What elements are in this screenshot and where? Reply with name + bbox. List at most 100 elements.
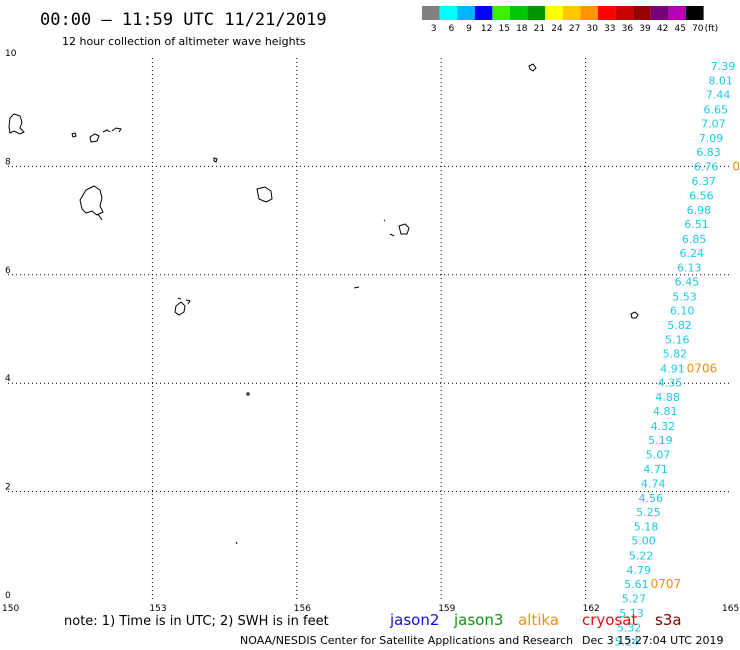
satellite-name: s3a xyxy=(655,611,682,629)
x-tick-label: 165 xyxy=(722,604,739,614)
satellite-name: cryosat xyxy=(582,611,637,629)
satellite-name: jason3 xyxy=(453,611,503,629)
wave-height-label: 5.13 xyxy=(619,607,644,620)
orbit-labels: 07 0706 0707 xyxy=(651,160,740,591)
y-tick-label: 4 xyxy=(5,374,11,384)
legend-swatch xyxy=(474,6,493,20)
coastlines xyxy=(8,63,639,545)
wave-height-label: 6.83 xyxy=(696,146,721,159)
generated-timestamp: Dec 3 15:27:04 UTC 2019 xyxy=(582,634,723,647)
legend-swatch xyxy=(545,6,563,20)
chart-title: 00:00 – 11:59 UTC 11/21/2019 xyxy=(40,10,327,30)
wave-height-label: 6.76 xyxy=(694,161,719,174)
orbit-time-label: 07 xyxy=(732,160,740,174)
wave-height-label: 5.07 xyxy=(646,449,671,462)
legend-swatch xyxy=(527,6,546,20)
island-outline xyxy=(353,286,360,289)
wave-height-label: 5.18 xyxy=(634,521,659,534)
legend-swatch xyxy=(562,6,581,20)
legend-swatch xyxy=(615,6,634,20)
orbit-time-label: 0707 xyxy=(651,577,682,591)
credit-line: NOAA/NESDIS Center for Satellite Applica… xyxy=(240,634,573,647)
wave-height-label: 5.22 xyxy=(629,549,654,562)
x-tick-label: 156 xyxy=(294,604,311,614)
legend-label: 6 xyxy=(449,24,455,34)
orbit-time-label: 0706 xyxy=(687,361,718,375)
island-outline xyxy=(528,63,537,72)
island-outline xyxy=(398,223,410,235)
island-outline xyxy=(213,157,218,163)
wave-height-label: 5.61 xyxy=(624,578,649,591)
wave-height-label: 4.71 xyxy=(643,463,668,476)
satellite-legend: jason2 jason3 altika cryosat s3a xyxy=(389,611,682,629)
island-outline xyxy=(174,301,186,316)
wave-height-label: 4.35 xyxy=(658,376,683,389)
y-tick-label: 0 xyxy=(5,591,11,601)
wave-height-label: 5.82 xyxy=(663,348,688,361)
wave-height-label: 6.85 xyxy=(682,233,707,246)
y-tick-label: 10 xyxy=(5,49,17,59)
axis-ticks: 150 153 156 159 162 165 0 2 4 6 8 10 xyxy=(2,49,739,614)
legend-swatch xyxy=(598,6,616,20)
wave-height-label: 4.56 xyxy=(639,492,664,505)
chart-subtitle: 12 hour collection of altimeter wave hei… xyxy=(62,35,306,48)
legend-label: 42 xyxy=(657,24,668,34)
legend-label: 45 xyxy=(674,24,685,34)
island-outline xyxy=(89,133,100,143)
legend-swatch xyxy=(668,6,686,20)
legend-label: 9 xyxy=(466,24,472,34)
x-tick-label: 153 xyxy=(149,604,166,614)
island-outline xyxy=(256,186,273,203)
y-tick-label: 8 xyxy=(5,157,11,167)
satellite-name: jason2 xyxy=(389,611,439,629)
legend-label: 21 xyxy=(534,24,545,34)
legend-label: 27 xyxy=(569,24,580,34)
wave-height-label: 6.65 xyxy=(704,103,729,116)
legend-swatch xyxy=(686,6,704,20)
wave-height-label: 7.07 xyxy=(701,117,726,130)
legend-swatch xyxy=(439,6,458,20)
wave-height-label: 6.10 xyxy=(670,304,695,317)
legend-label: 18 xyxy=(516,24,528,34)
legend-label: 39 xyxy=(639,24,651,34)
y-tick-label: 2 xyxy=(5,483,11,493)
legend-swatch xyxy=(457,6,475,20)
legend-swatch xyxy=(650,6,669,20)
wave-height-label: 5.16 xyxy=(665,334,690,347)
footer-note: note: 1) Time is in UTC; 2) SWH is in fe… xyxy=(64,614,329,629)
wave-height-label: 5.32 xyxy=(617,621,642,634)
satellite-name: altika xyxy=(518,611,559,629)
wave-height-label: 8.01 xyxy=(708,75,733,88)
legend-swatch xyxy=(422,6,440,20)
x-tick-label: 150 xyxy=(2,604,19,614)
island-outline xyxy=(8,113,25,135)
wave-height-label: 7.44 xyxy=(706,89,731,102)
island-outline xyxy=(630,311,639,319)
wave-height-label: 6.13 xyxy=(677,262,702,275)
legend-swatch xyxy=(580,6,598,20)
wave-height-label: 5.19 xyxy=(648,434,673,447)
island-outline xyxy=(79,185,104,216)
color-legend: 3 6 9 12 15 18 21 24 27 30 33 36 39 42 45 70 (ft) xyxy=(422,6,718,34)
wave-height-label: 4.88 xyxy=(655,391,680,404)
legend-label: 12 xyxy=(481,24,492,34)
wave-height-label: 6.51 xyxy=(684,218,709,231)
island-outline xyxy=(389,233,395,237)
wave-height-label: 6.98 xyxy=(687,204,712,217)
wave-height-label: 5.27 xyxy=(622,593,647,606)
legend-label: 36 xyxy=(622,24,634,34)
wave-height-label: 4.74 xyxy=(641,477,666,490)
x-tick-label: 162 xyxy=(583,604,600,614)
wave-height-label: 7.09 xyxy=(699,132,724,145)
wave-height-label: 4.79 xyxy=(627,564,652,577)
island-outline xyxy=(246,392,250,396)
island-outline xyxy=(235,541,238,545)
wave-height-label: 6.37 xyxy=(691,175,716,188)
island-outline xyxy=(71,132,77,138)
island-outline xyxy=(177,297,182,300)
wave-height-label: 6.56 xyxy=(689,189,714,202)
island-outline xyxy=(102,129,111,133)
wave-height-label: 5.00 xyxy=(631,535,656,548)
wave-height-label: 5.82 xyxy=(667,319,692,332)
legend-label: 15 xyxy=(498,24,509,34)
